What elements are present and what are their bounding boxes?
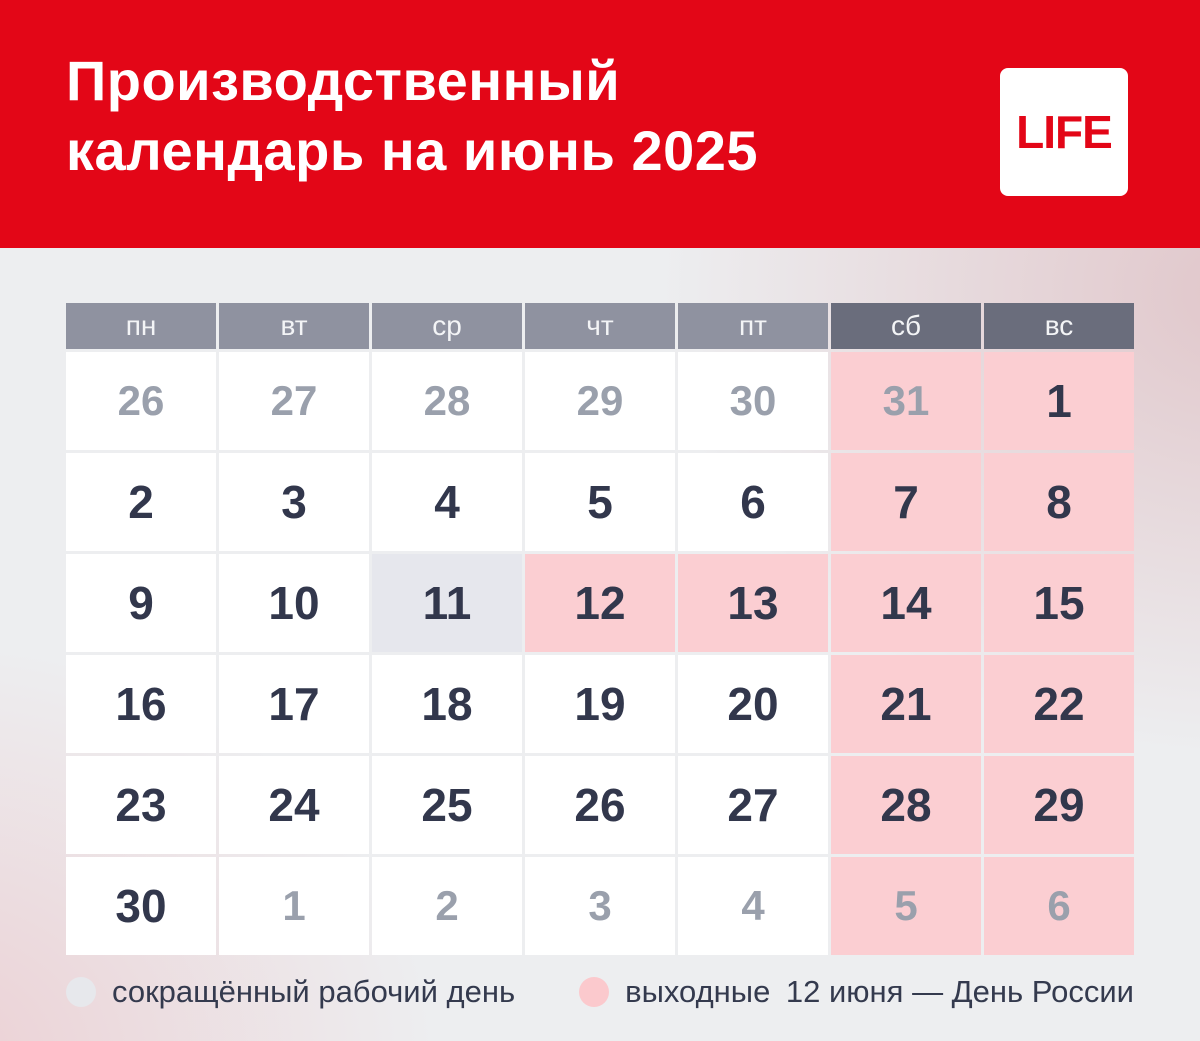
calendar-day-cell: 28 bbox=[372, 352, 522, 450]
calendar-day-cell: 10 bbox=[219, 554, 369, 652]
legend-weekend: выходные bbox=[579, 974, 770, 1010]
calendar-day-cell: 15 bbox=[984, 554, 1134, 652]
weekday-header: пн bbox=[66, 303, 216, 349]
calendar-day-cell: 7 bbox=[831, 453, 981, 551]
calendar-day-cell: 23 bbox=[66, 756, 216, 854]
legend-short-day-label: сокращённый рабочий день bbox=[112, 974, 516, 1009]
calendar-day-cell: 26 bbox=[66, 352, 216, 450]
weekday-header: вс bbox=[984, 303, 1134, 349]
calendar-day-cell: 3 bbox=[525, 857, 675, 955]
weekend-swatch-icon bbox=[579, 977, 610, 1007]
calendar-day-cell: 27 bbox=[678, 756, 828, 854]
calendar-day-cell: 27 bbox=[219, 352, 369, 450]
legend-short-day: сокращённый рабочий день bbox=[66, 974, 515, 1010]
calendar-day-cell: 20 bbox=[678, 655, 828, 753]
calendar-day-cell: 29 bbox=[525, 352, 675, 450]
calendar-day-cell: 5 bbox=[525, 453, 675, 551]
weekday-header: пт bbox=[678, 303, 828, 349]
calendar-day-cell: 24 bbox=[219, 756, 369, 854]
calendar-day-cell: 6 bbox=[678, 453, 828, 551]
legend-weekend-label: выходные bbox=[625, 974, 771, 1009]
holiday-note: 12 июня — День России bbox=[785, 974, 1134, 1009]
calendar-day-cell: 12 bbox=[525, 554, 675, 652]
calendar-day-cell: 18 bbox=[372, 655, 522, 753]
weekday-header: чт bbox=[525, 303, 675, 349]
calendar-day-cell: 30 bbox=[678, 352, 828, 450]
life-logo-text: LIFE bbox=[1016, 106, 1113, 158]
calendar-day-cell: 17 bbox=[219, 655, 369, 753]
weekday-header: ср bbox=[372, 303, 522, 349]
life-logo: LIFE bbox=[1000, 68, 1128, 196]
calendar-day-cell: 22 bbox=[984, 655, 1134, 753]
calendar-day-cell: 1 bbox=[219, 857, 369, 955]
calendar-day-cell: 1 bbox=[984, 352, 1134, 450]
header-banner: Производственный календарь на июнь 2025 … bbox=[0, 0, 1200, 248]
calendar-day-cell: 4 bbox=[372, 453, 522, 551]
page-title: Производственный календарь на июнь 2025 bbox=[66, 46, 758, 186]
legend: сокращённый рабочий день выходные 12 июн… bbox=[66, 972, 1134, 1012]
calendar-day-cell: 29 bbox=[984, 756, 1134, 854]
calendar-day-cell: 4 bbox=[678, 857, 828, 955]
calendar-day-cell: 8 bbox=[984, 453, 1134, 551]
page-title-line2: календарь на июнь 2025 bbox=[66, 119, 759, 182]
weekday-header: сб bbox=[831, 303, 981, 349]
calendar-day-cell: 30 bbox=[66, 857, 216, 955]
short-day-swatch-icon bbox=[66, 977, 96, 1007]
calendar-day-cell: 9 bbox=[66, 554, 216, 652]
calendar-day-cell: 2 bbox=[66, 453, 216, 551]
calendar-day-cell: 14 bbox=[831, 554, 981, 652]
calendar-day-cell: 19 bbox=[525, 655, 675, 753]
calendar-day-cell: 28 bbox=[831, 756, 981, 854]
calendar-day-cell: 11 bbox=[372, 554, 522, 652]
calendar-day-cell: 2 bbox=[372, 857, 522, 955]
calendar-day-cell: 5 bbox=[831, 857, 981, 955]
page-title-line1: Производственный bbox=[66, 49, 621, 112]
calendar-day-cell: 25 bbox=[372, 756, 522, 854]
calendar-day-cell: 13 bbox=[678, 554, 828, 652]
calendar-day-cell: 6 bbox=[984, 857, 1134, 955]
calendar-day-cell: 21 bbox=[831, 655, 981, 753]
calendar-grid: пн вт ср чт пт сб вс 26 27 28 29 30 31 1 2 3 4 5 6 7 8 9 10 11 1… bbox=[66, 303, 1134, 955]
calendar-day-cell: 31 bbox=[831, 352, 981, 450]
weekday-header: вт bbox=[219, 303, 369, 349]
calendar-day-cell: 26 bbox=[525, 756, 675, 854]
calendar-day-cell: 3 bbox=[219, 453, 369, 551]
calendar-day-cell: 16 bbox=[66, 655, 216, 753]
